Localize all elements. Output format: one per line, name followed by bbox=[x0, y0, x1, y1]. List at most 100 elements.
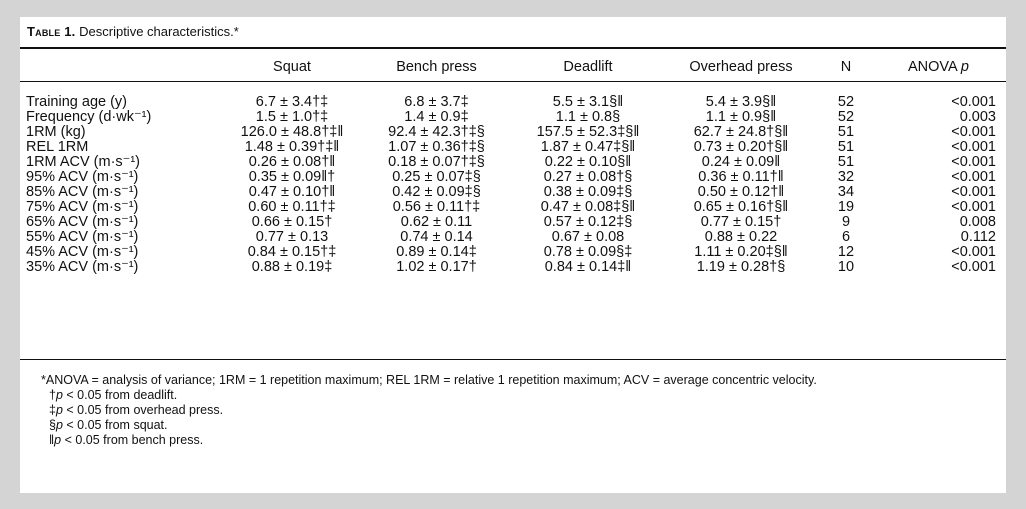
cell-bench: 1.4 ± 0.9‡ bbox=[404, 109, 469, 125]
cell-overhead: 0.36 ± 0.11†‖ bbox=[698, 169, 784, 185]
cell-n: 34 bbox=[837, 184, 855, 200]
cell-deadlift: 5.5 ± 3.1§‖ bbox=[552, 94, 624, 110]
cell-anova-p: <0.001 bbox=[951, 94, 996, 110]
cell-n: 6 bbox=[841, 229, 851, 245]
cell-n: 51 bbox=[837, 154, 855, 170]
cell-n: 32 bbox=[837, 169, 855, 185]
cell-anova-p: <0.001 bbox=[951, 169, 996, 185]
footnote-p-symbol: p bbox=[55, 388, 63, 402]
cell-n: 9 bbox=[841, 214, 851, 230]
cell-overhead: 0.65 ± 0.16†§‖ bbox=[693, 199, 789, 215]
footnote-mark: † bbox=[49, 388, 56, 402]
cell-bench: 0.18 ± 0.07†‡§ bbox=[388, 154, 485, 170]
cell-overhead: 0.73 ± 0.20†§‖ bbox=[693, 139, 789, 155]
table-row: Training age (y) 6.7 ± 3.4†‡ 6.8 ± 3.7‡ 5.5… bbox=[20, 81, 1006, 110]
abbreviation-note: *ANOVA = analysis of variance; 1RM = 1 r… bbox=[41, 373, 817, 387]
table-row: 65% ACV (m·s⁻¹) 0.66 ± 0.15† 0.62 ± 0.11 0.… bbox=[20, 215, 1006, 230]
table-row: 1RM ACV (m·s⁻¹) 0.26 ± 0.08†‖ 0.18 ± 0.07†… bbox=[20, 155, 1006, 170]
table-body: Training age (y) 6.7 ± 3.4†‡ 6.8 ± 3.7‡ 5.5… bbox=[20, 81, 1006, 275]
cell-label: 65% ACV (m·s⁻¹) bbox=[26, 214, 139, 230]
table-row: 35% ACV (m·s⁻¹) 0.88 ± 0.19‡ 1.02 ± 0.17† 0… bbox=[20, 260, 1006, 275]
cell-label: 45% ACV (m·s⁻¹) bbox=[26, 244, 139, 260]
col-header-n: N bbox=[840, 59, 852, 75]
cell-label: 1RM ACV (m·s⁻¹) bbox=[26, 154, 140, 170]
footnote-text: < 0.05 from squat. bbox=[66, 418, 168, 432]
cell-label: 85% ACV (m·s⁻¹) bbox=[26, 184, 139, 200]
cell-squat: 0.26 ± 0.08†‖ bbox=[248, 154, 336, 170]
cell-overhead: 5.4 ± 3.9§‖ bbox=[705, 94, 777, 110]
cell-overhead: 1.1 ± 0.9§‖ bbox=[705, 109, 777, 125]
top-rule bbox=[20, 47, 1006, 49]
table-caption: Table 1. Descriptive characteristics.* bbox=[27, 24, 239, 39]
cell-n: 12 bbox=[837, 244, 855, 260]
col-header-anova: ANOVA p bbox=[908, 59, 969, 75]
cell-anova-p: 0.003 bbox=[959, 109, 996, 125]
cell-overhead: 0.88 ± 0.22 bbox=[704, 229, 778, 245]
table-row: 45% ACV (m·s⁻¹) 0.84 ± 0.15†‡ 0.89 ± 0.14‡… bbox=[20, 245, 1006, 260]
cell-deadlift: 0.27 ± 0.08†§ bbox=[543, 169, 633, 185]
footnote-text: < 0.05 from deadlift. bbox=[66, 388, 178, 402]
cell-deadlift: 0.67 ± 0.08 bbox=[551, 229, 625, 245]
cell-squat: 1.48 ± 0.39†‡‖ bbox=[244, 139, 340, 155]
table-row: 1RM (kg) 126.0 ± 48.8†‡‖ 92.4 ± 42.3†‡§ 157… bbox=[20, 125, 1006, 140]
table-notes: *ANOVA = analysis of variance; 1RM = 1 r… bbox=[27, 373, 997, 448]
cell-bench: 0.42 ± 0.09‡§ bbox=[392, 184, 481, 200]
cell-deadlift: 157.5 ± 52.3‡§‖ bbox=[536, 124, 640, 140]
cell-squat: 0.88 ± 0.19‡ bbox=[251, 259, 333, 275]
header-row: Squat Bench press Deadlift Overhead pres… bbox=[20, 53, 1006, 81]
footnote-p-symbol: p bbox=[55, 403, 63, 417]
cell-n: 19 bbox=[837, 199, 855, 215]
col-header-bench: Bench press bbox=[396, 59, 477, 75]
col-header-overhead: Overhead press bbox=[689, 59, 793, 75]
cell-label: Training age (y) bbox=[26, 94, 128, 110]
cell-bench: 0.74 ± 0.14 bbox=[400, 229, 473, 245]
cell-label: Frequency (d·wk⁻¹) bbox=[26, 109, 152, 125]
cell-overhead: 0.50 ± 0.12†‖ bbox=[697, 184, 785, 200]
cell-label: 35% ACV (m·s⁻¹) bbox=[26, 259, 139, 275]
descriptive-table: Squat Bench press Deadlift Overhead pres… bbox=[20, 53, 1006, 275]
cell-bench: 1.07 ± 0.36†‡§ bbox=[388, 139, 485, 155]
table-row: Frequency (d·wk⁻¹) 1.5 ± 1.0†‡ 1.4 ± 0.9‡ 1… bbox=[20, 110, 1006, 125]
cell-anova-p: 0.008 bbox=[959, 214, 996, 230]
cell-n: 51 bbox=[837, 124, 855, 140]
cell-anova-p: 0.112 bbox=[960, 229, 996, 245]
footnote: ‡p < 0.05 from overhead press. bbox=[49, 403, 997, 418]
cell-anova-p: <0.001 bbox=[951, 184, 996, 200]
cell-squat: 0.84 ± 0.15†‡ bbox=[247, 244, 337, 260]
table-row: 55% ACV (m·s⁻¹) 0.77 ± 0.13 0.74 ± 0.14 0.6… bbox=[20, 230, 1006, 245]
cell-overhead: 1.11 ± 0.20‡§‖ bbox=[694, 244, 788, 260]
footnote: †p < 0.05 from deadlift. bbox=[49, 388, 997, 403]
table-row: 95% ACV (m·s⁻¹) 0.35 ± 0.09‖† 0.25 ± 0.07‡… bbox=[20, 170, 1006, 185]
footnote-text: < 0.05 from overhead press. bbox=[66, 403, 224, 417]
cell-deadlift: 1.87 ± 0.47‡§‖ bbox=[540, 139, 636, 155]
cell-squat: 0.47 ± 0.10†‖ bbox=[248, 184, 336, 200]
col-header-deadlift: Deadlift bbox=[563, 59, 613, 75]
cell-n: 10 bbox=[837, 259, 855, 275]
table-title: Descriptive characteristics.* bbox=[79, 24, 239, 39]
footnote-mark: ‡ bbox=[49, 403, 56, 417]
cell-squat: 0.66 ± 0.15† bbox=[251, 214, 333, 230]
cell-bench: 0.56 ± 0.11†‡ bbox=[392, 199, 481, 215]
cell-anova-p: <0.001 bbox=[951, 259, 996, 275]
cell-anova-p: <0.001 bbox=[951, 199, 996, 215]
col-header-squat: Squat bbox=[273, 59, 311, 75]
footnote-text: < 0.05 from bench press. bbox=[64, 433, 204, 447]
cell-n: 52 bbox=[837, 109, 855, 125]
cell-deadlift: 0.47 ± 0.08‡§‖ bbox=[540, 199, 636, 215]
footnote-p-symbol: p bbox=[55, 418, 63, 432]
cell-deadlift: 1.1 ± 0.8§ bbox=[555, 109, 621, 125]
cell-bench: 0.62 ± 0.11 bbox=[400, 214, 473, 230]
table-row: REL 1RM 1.48 ± 0.39†‡‖ 1.07 ± 0.36†‡§ 1.87 … bbox=[20, 140, 1006, 155]
cell-anova-p: <0.001 bbox=[951, 154, 996, 170]
cell-anova-p: <0.001 bbox=[951, 139, 996, 155]
cell-bench: 0.89 ± 0.14‡ bbox=[396, 244, 477, 260]
table-row: 75% ACV (m·s⁻¹) 0.60 ± 0.11†‡ 0.56 ± 0.11†… bbox=[20, 200, 1006, 215]
cell-overhead: 62.7 ± 24.8†§‖ bbox=[693, 124, 789, 140]
cell-n: 52 bbox=[837, 94, 855, 110]
footnote-p-symbol: p bbox=[54, 433, 62, 447]
footnote: §p < 0.05 from squat. bbox=[49, 418, 997, 433]
cell-label: REL 1RM bbox=[26, 139, 89, 155]
table-label: Table 1. bbox=[27, 24, 76, 39]
cell-label: 95% ACV (m·s⁻¹) bbox=[26, 169, 139, 185]
cell-squat: 0.60 ± 0.11†‡ bbox=[248, 199, 336, 215]
